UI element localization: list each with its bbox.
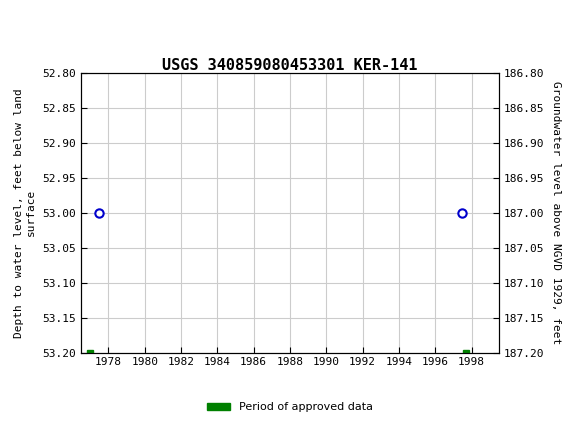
Text: USGS 340859080453301 KER-141: USGS 340859080453301 KER-141 <box>162 58 418 73</box>
Y-axis label: Depth to water level, feet below land
surface: Depth to water level, feet below land su… <box>14 88 35 338</box>
Y-axis label: Groundwater level above NGVD 1929, feet: Groundwater level above NGVD 1929, feet <box>551 81 561 344</box>
Legend: Period of approved data: Period of approved data <box>203 398 377 417</box>
Text: ╲USGS: ╲USGS <box>9 13 90 39</box>
